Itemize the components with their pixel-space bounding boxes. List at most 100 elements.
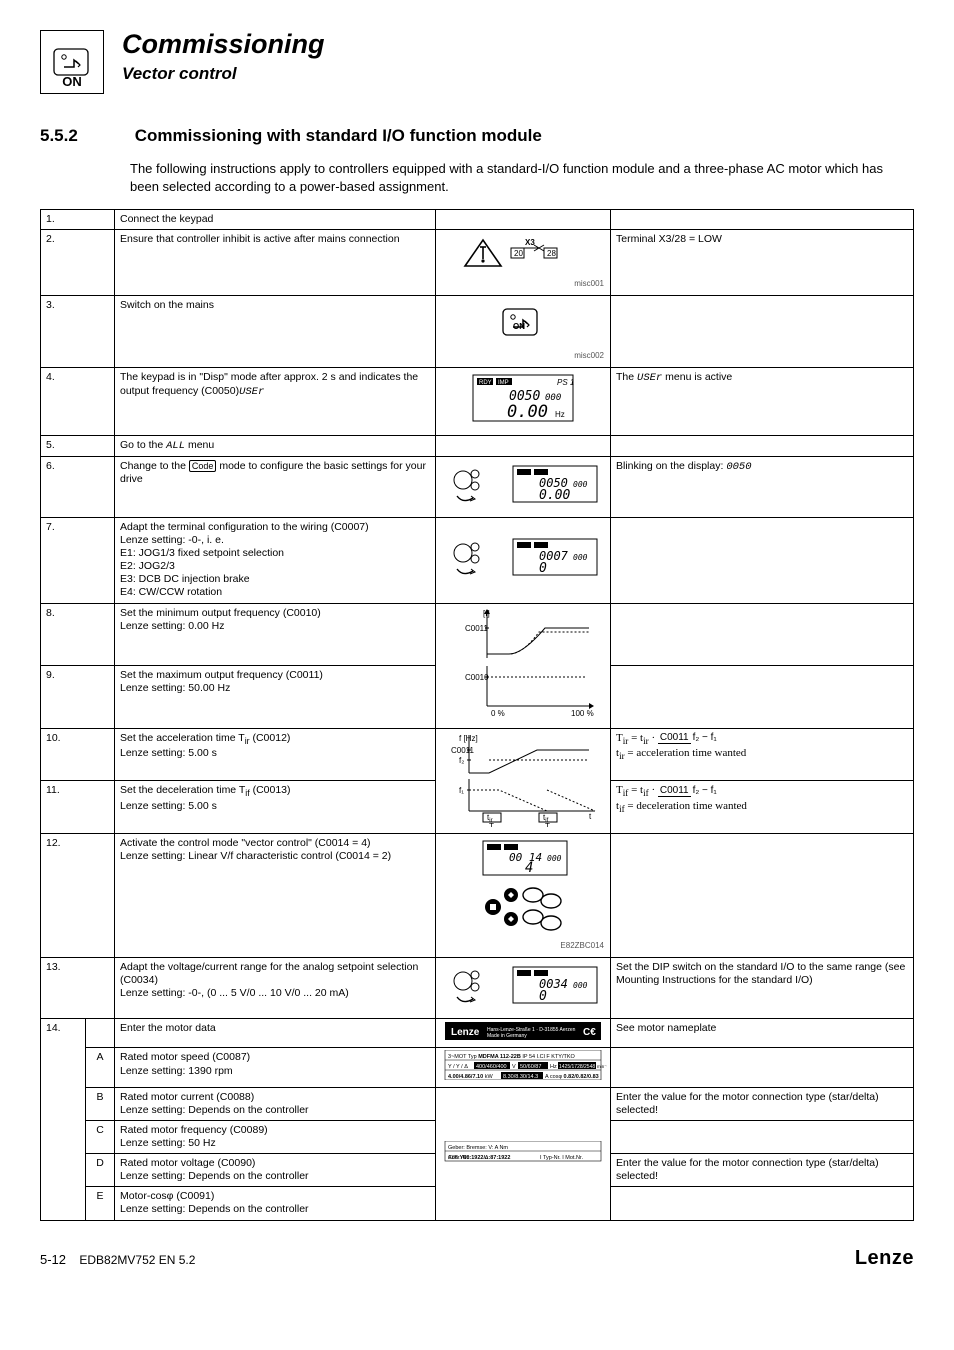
row-note: Terminal X3/28 = LOW [611,230,914,296]
table-row: 4.The keypad is in "Disp" mode after app… [41,368,914,435]
row-diagram: RDY IMP PS 1 0050 000 0.00 Hz [436,368,611,435]
svg-text:V: V [512,1064,516,1070]
svg-text:0: 0 [539,561,547,576]
table-row: 6.Change to the Code mode to configure t… [41,456,914,517]
section-title: Commissioning with standard I/O function… [135,126,542,145]
row-note: Set the DIP switch on the standard I/O t… [611,958,914,1019]
section-heading: 5.5.2 Commissioning with standard I/O fu… [40,126,914,146]
row-desc: Activate the control mode "vector contro… [115,834,436,958]
svg-text:Tif: Tif [545,822,553,827]
svg-text:000: 000 [547,854,562,863]
row-desc: Connect the keypad [115,210,436,230]
row-diagram: 0050 000 0.00 [436,456,611,517]
row-note [611,517,914,603]
svg-text:Y / Y / Δ: Y / Y / Δ [448,1064,468,1070]
svg-text:3~MOT Typ MDFMA 112-22B: 3~MOT Typ MDFMA 112-22B IP 54 I.Cl F KTY… [448,1054,576,1060]
row-number: 7. [41,517,115,603]
icon-label: ON [62,74,82,89]
table-row: 5.Go to the ALL menu [41,435,914,456]
row-diagram [436,210,611,230]
svg-text:f₂: f₂ [459,756,464,765]
commissioning-table: 1.Connect the keypad2.Ensure that contro… [40,209,914,1221]
row-note [611,210,914,230]
table-row: A Rated motor speed (C0087)Lenze setting… [41,1048,914,1087]
svg-text:000: 000 [573,553,588,562]
svg-text:0.00: 0.00 [507,402,548,422]
page-subtitle: Vector control [122,64,325,84]
table-row: 14. Enter the motor data Lenze Hans-Lenz… [41,1019,914,1048]
table-row: 7.Adapt the terminal configuration to th… [41,517,914,603]
table-row: 12.Activate the control mode "vector con… [41,834,914,958]
svg-text:100 %: 100 % [571,709,594,718]
svg-text:4: 4 [525,860,533,876]
row-number: 12. [41,834,115,958]
svg-text:0.00: 0.00 [539,488,570,503]
svg-text:1425/1728/2548: 1425/1728/2548 [559,1064,595,1070]
section-number: 5.5.2 [40,126,130,146]
row-number: 6. [41,456,115,517]
page-header: ON Commissioning Vector control [40,30,914,94]
svg-text:28: 28 [547,249,556,258]
on-icon-box: ON [40,30,104,94]
svg-text:400/460/400: 400/460/400 [476,1064,507,1070]
row-diagram: 00 14 000 4 E82ZBC014 [436,834,611,958]
svg-text:f₁: f₁ [459,786,464,795]
svg-text:20: 20 [514,249,523,258]
table-row: 2.Ensure that controller inhibit is acti… [41,230,914,296]
svg-text:4.00/4.86/7.10 kW: 4.00/4.86/7.10 kW [448,1074,493,1080]
table-row: 10. Set the acceleration time Tir (C0012… [41,728,914,781]
row-desc: Go to the ALL menu [115,435,436,456]
svg-text:Geber: Bremse: Geber: Bremse: V: A Nm [448,1145,508,1151]
row-diagram: 0007 000 0 [436,517,611,603]
svg-text:50/60/87: 50/60/87 [520,1064,541,1070]
row-note: The USEr menu is active [611,368,914,435]
row-desc: The keypad is in "Disp" mode after appro… [115,368,436,435]
row-desc: Adapt the voltage/current range for the … [115,958,436,1019]
svg-text:000: 000 [573,981,588,990]
svg-text:min⁻¹: min⁻¹ [597,1064,607,1069]
svg-text:Hz: Hz [550,1064,557,1070]
svg-text:Made in Germany: Made in Germany [487,1033,527,1039]
svg-text:f [Hz]: f [Hz] [459,734,478,743]
svg-text:Lenze: Lenze [451,1027,480,1038]
table-row: 8. Set the minimum output frequency (C00… [41,603,914,666]
svg-text:0 %: 0 % [491,709,505,718]
row-diagram: X3 20 28 misc001 [436,230,611,296]
row-desc: Switch on the mains [115,296,436,368]
svg-text:Auftr.-Nr.: Auftr.-Nr. [448,1155,470,1161]
row-note [611,435,914,456]
row-diagram: ON misc002 [436,296,611,368]
row-desc: Change to the Code mode to configure the… [115,456,436,517]
page-title: Commissioning [122,30,325,60]
svg-text:8.30/8.30/14.3: 8.30/8.30/14.3 [503,1074,538,1080]
row-note [611,296,914,368]
brand-logo: Lenze [855,1247,914,1270]
svg-text:A cosφ 0.82/0.82/0.83: A cosφ 0.82/0.82/0.83 [545,1074,599,1080]
svg-text:PS 1: PS 1 [557,378,574,387]
table-row: 3.Switch on the mains ON misc002 [41,296,914,368]
row-number: 4. [41,368,115,435]
row-number: 5. [41,435,115,456]
intro-paragraph: The following instructions apply to cont… [130,160,914,195]
svg-text:C0011: C0011 [451,746,475,755]
page-footer: 5-12 EDB82MV752 EN 5.2 Lenze [40,1247,914,1270]
svg-text:IMP: IMP [498,380,509,386]
row-diagram: 0034 000 0 [436,958,611,1019]
svg-text:I Typ-Nr. I Mot.Nr.: I Typ-Nr. I Mot.Nr. [540,1155,583,1161]
table-row: 13.Adapt the voltage/current range for t… [41,958,914,1019]
svg-text:Tir: Tir [489,822,497,827]
doc-id: EDB82MV752 EN 5.2 [79,1253,195,1267]
row-number: 3. [41,296,115,368]
svg-text:t: t [589,812,592,821]
row-desc: Adapt the terminal configuration to the … [115,517,436,603]
svg-text:Hz: Hz [555,410,565,419]
row-note: Blinking on the display: 0050 [611,456,914,517]
row-note [611,834,914,958]
svg-text:C€: C€ [583,1027,596,1038]
table-row: B Rated motor current (C0088)Lenze setti… [41,1087,914,1120]
table-row: 1.Connect the keypad [41,210,914,230]
svg-text:ON: ON [513,322,525,331]
svg-text:X3: X3 [525,238,535,247]
row-number: 13. [41,958,115,1019]
svg-text:RDY: RDY [479,380,492,386]
